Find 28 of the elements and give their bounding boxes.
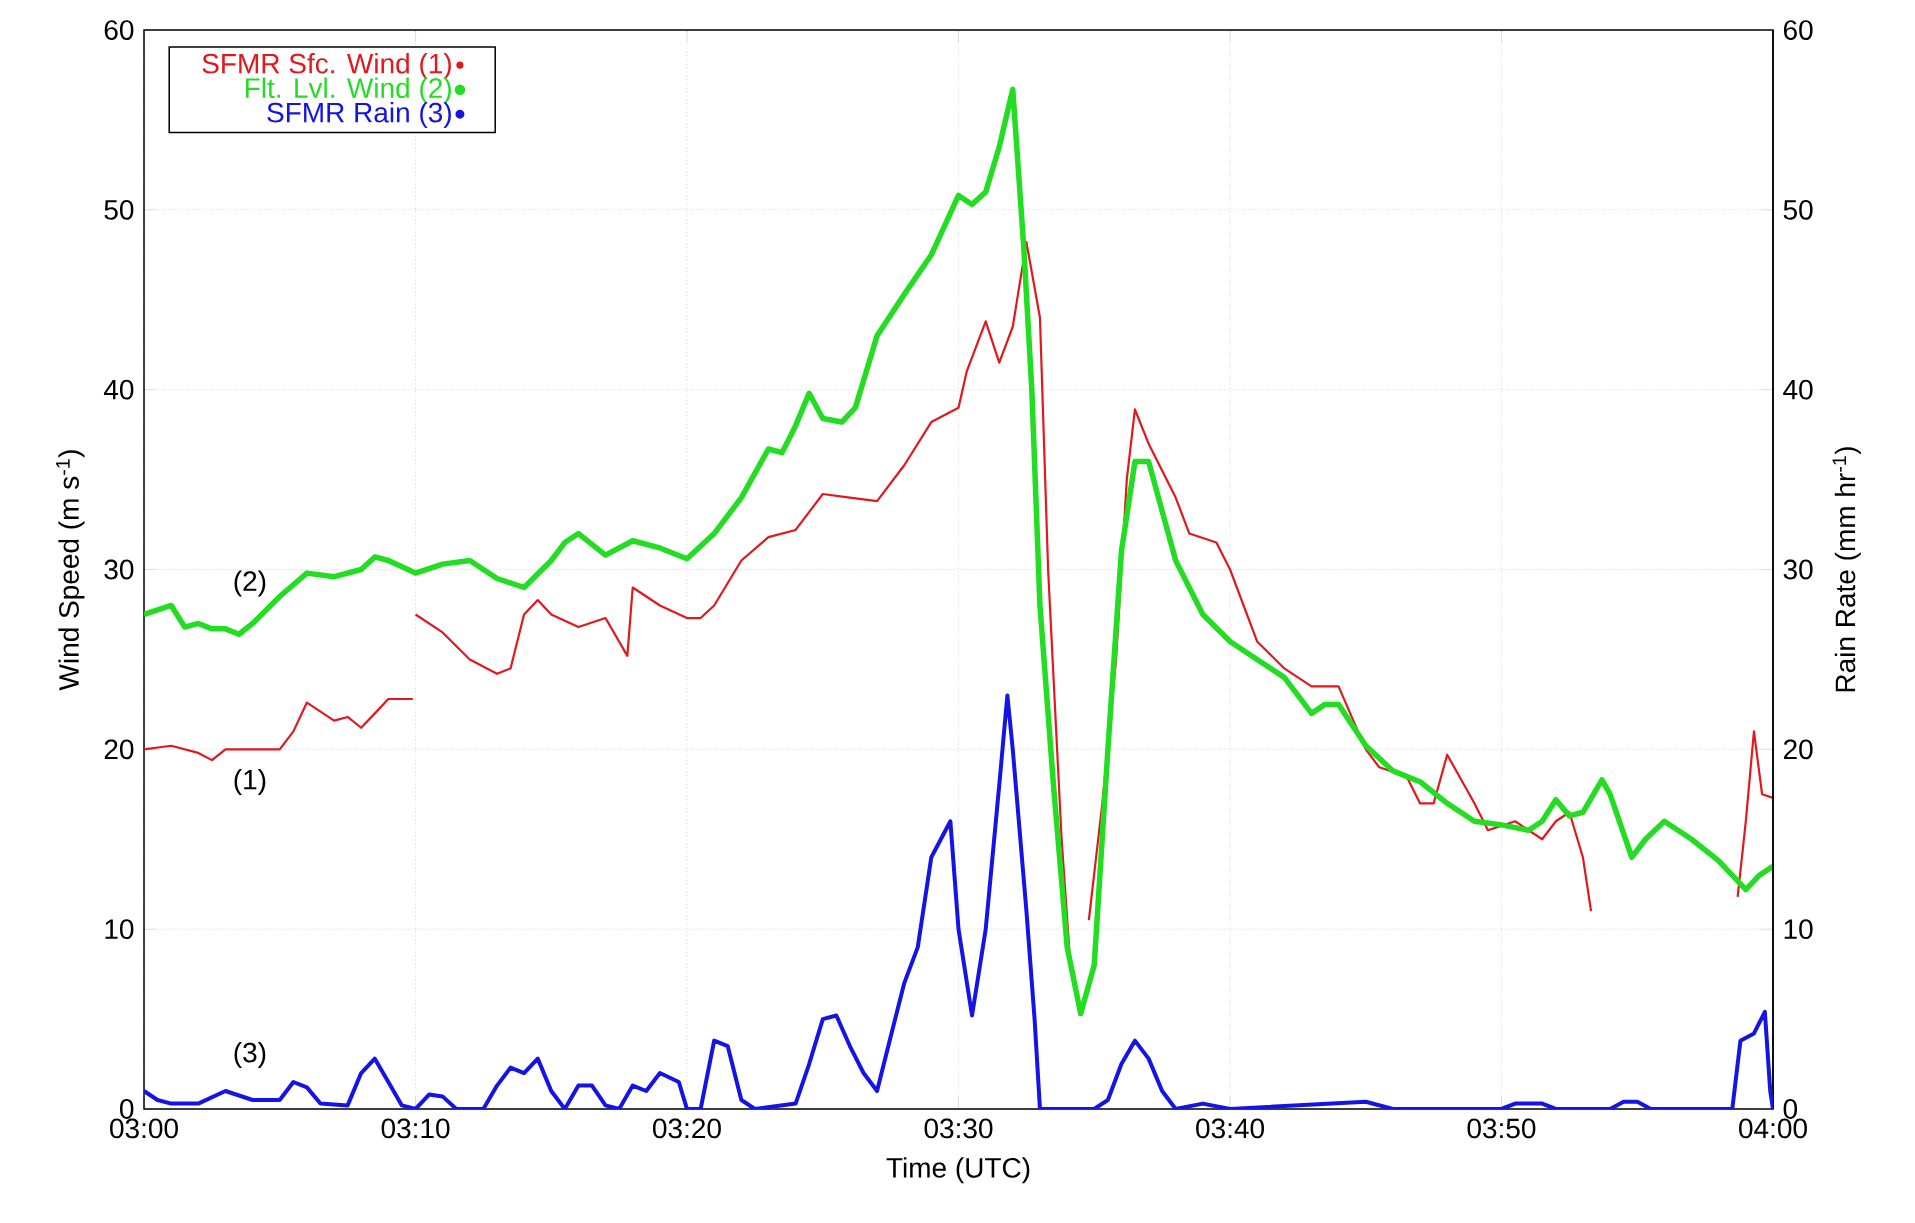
y-tick-label: 60 — [104, 20, 134, 40]
annotation: (3) — [234, 1042, 266, 1069]
y2-tick-label: 60 — [1783, 20, 1813, 40]
y2-tick-label: 30 — [1783, 559, 1813, 580]
y2-tick-label: 40 — [1783, 379, 1813, 400]
x-axis-title: Time (UTC) — [886, 1157, 1030, 1184]
y2-tick-label: 0 — [1783, 1099, 1798, 1119]
annotation: (2) — [234, 570, 266, 597]
x-tick-label: 03:00 — [110, 1118, 178, 1139]
y-tick-label: 40 — [103, 379, 134, 400]
y-tick-label: 0 — [120, 1099, 134, 1119]
annotation: (1) — [234, 769, 266, 796]
y-tick-label: 50 — [104, 199, 134, 220]
legend-label: SFMR Rain (3) — [267, 101, 451, 129]
y2-tick-label: 20 — [1783, 739, 1813, 760]
y-tick-label: 30 — [104, 559, 134, 580]
y2-tick-label: 50 — [1783, 199, 1813, 220]
x-tick-label: 03:20 — [653, 1118, 721, 1139]
y2-axis-title: Rain Rate (mm hr$^{-1}$) — [1832, 447, 1861, 692]
y-tick-label: 20 — [104, 739, 134, 760]
x-tick-label: 03:10 — [381, 1118, 450, 1139]
x-tick-label: 04:00 — [1739, 1118, 1807, 1139]
y-axis-title: Wind Speed (m s$^{-1}$) — [56, 450, 85, 691]
y2-tick-label: 10 — [1784, 919, 1813, 940]
x-tick-label: 03:30 — [924, 1118, 993, 1139]
x-tick-label: 03:40 — [1196, 1118, 1264, 1139]
x-tick-label: 03:50 — [1467, 1118, 1536, 1139]
y-tick-label: 10 — [105, 919, 134, 940]
